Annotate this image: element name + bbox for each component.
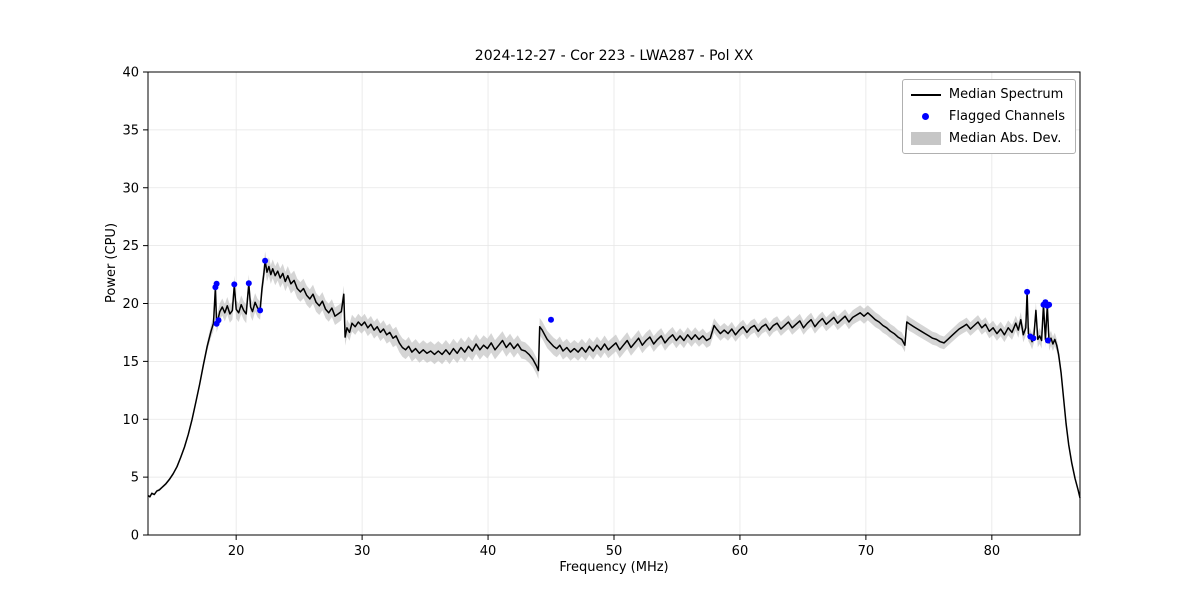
flagged-channel-point: [213, 280, 220, 287]
x-tick-label: 30: [354, 544, 371, 559]
flagged-channel-point: [1030, 335, 1037, 342]
y-tick-label: 20: [122, 297, 139, 312]
legend-label: Flagged Channels: [948, 109, 1065, 124]
median-spectrum-line: [147, 259, 1081, 499]
flagged-channel-point: [215, 317, 222, 324]
y-tick-label: 15: [122, 355, 139, 370]
flagged-channel-point: [262, 257, 269, 264]
flagged-channel-point: [257, 307, 264, 314]
y-tick-label: 35: [122, 123, 139, 138]
legend-entry-median-abs-dev: Median Abs. Dev.: [910, 131, 1065, 146]
flagged-dot-swatch-icon: [911, 113, 941, 120]
y-tick-label: 5: [131, 471, 139, 486]
median-line-swatch-icon: [910, 93, 941, 96]
flagged-channel-point: [231, 281, 238, 288]
x-tick-label: 80: [984, 544, 1001, 559]
x-tick-label: 60: [732, 544, 749, 559]
x-tick-label: 40: [480, 544, 497, 559]
x-tick-label: 50: [606, 544, 623, 559]
y-tick-label: 0: [131, 529, 139, 544]
flagged-channel-point: [548, 316, 554, 323]
chart-title: 2024-12-27 - Cor 223 - LWA287 - Pol XX: [474, 48, 754, 64]
legend-entry-flagged-channels: Flagged Channels: [911, 109, 1065, 124]
mad-band-swatch-icon: [910, 132, 941, 145]
y-tick-label: 30: [122, 181, 139, 196]
legend-label: Median Abs. Dev.: [948, 131, 1062, 146]
x-tick-label: 20: [228, 544, 245, 559]
mad-band: [148, 251, 1080, 500]
legend-entry-median-spectrum: Median Spectrum: [910, 87, 1065, 102]
flagged-channel-point: [1046, 301, 1053, 308]
x-axis-label: Frequency (MHz): [559, 560, 669, 575]
legend: Median Spectrum Flagged Channels Median …: [901, 79, 1076, 154]
y-tick-label: 25: [122, 239, 139, 254]
y-tick-label: 40: [122, 66, 139, 81]
flagged-channel-point: [1044, 337, 1051, 344]
y-tick-label: 10: [122, 413, 139, 428]
flagged-channel-point: [1024, 288, 1031, 295]
flagged-channel-point: [245, 280, 252, 287]
legend-label: Median Spectrum: [948, 87, 1064, 102]
x-tick-label: 70: [858, 544, 875, 559]
